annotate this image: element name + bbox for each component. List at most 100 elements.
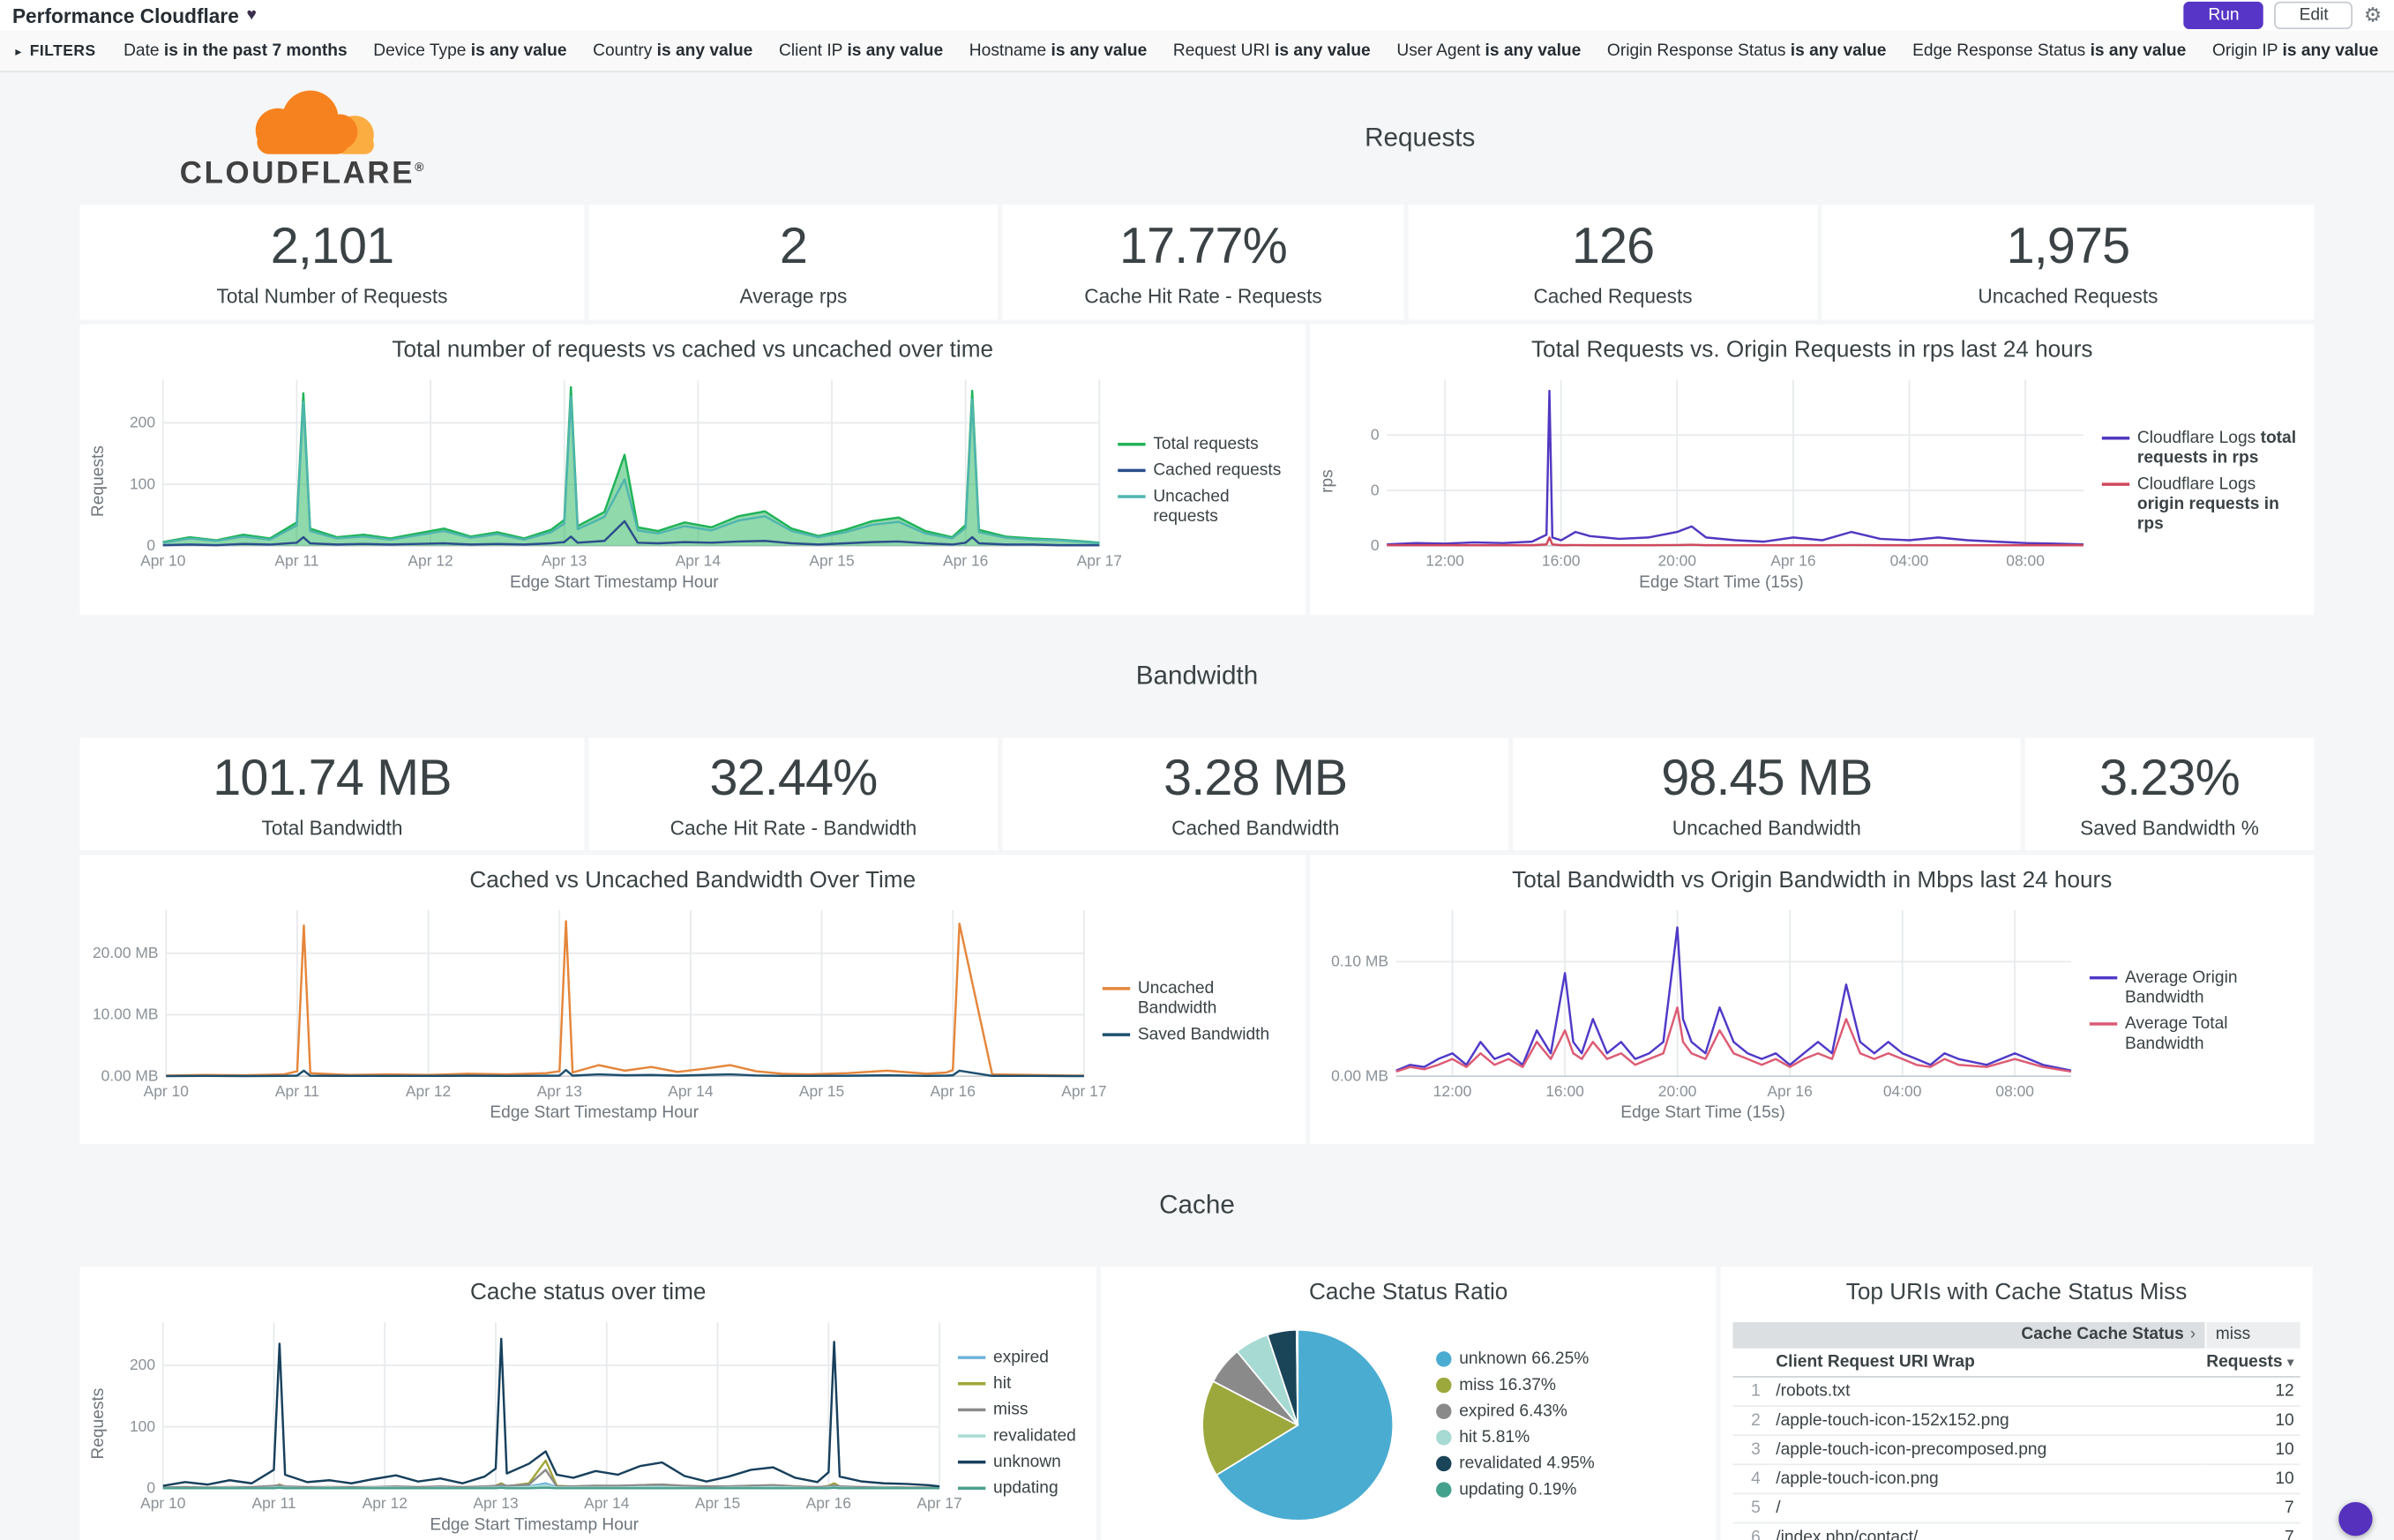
legend-label: hit [993,1374,1012,1394]
legend-item[interactable]: hit [957,1374,1084,1394]
cache-status-ratio-pie[interactable] [1200,1327,1396,1523]
legend-swatch [957,1460,986,1464]
table-row[interactable]: 2/apple-touch-icon-152x152.png 10 [1732,1406,2300,1437]
run-button[interactable]: Run [2183,1,2264,30]
kpi-value: 101.74 MB [213,748,452,806]
legend-item[interactable]: Average Origin Bandwidth [2089,968,2302,1008]
kpi-uncached-bandwidth[interactable]: 98.45 MB Uncached Bandwidth [1513,737,2021,850]
legend-item[interactable]: updating [957,1479,1084,1499]
legend-label: Uncached requests [1153,487,1230,527]
filters-label: FILTERS [29,41,96,60]
legend-item[interactable]: revalidated [957,1427,1084,1447]
kpi-value: 1,975 [2006,216,2130,274]
legend-item[interactable]: miss 16.37% [1436,1376,1612,1396]
kpi-total-bandwidth[interactable]: 101.74 MB Total Bandwidth [79,737,585,850]
kpi-total-requests[interactable]: 2,101 Total Number of Requests [79,204,585,320]
legend-item[interactable]: Saved Bandwidth [1102,1024,1293,1045]
uri-cell[interactable]: / [1769,1493,2201,1524]
svg-text:Apr 10: Apr 10 [140,1494,186,1512]
legend-swatch [1436,1351,1452,1367]
filter-item[interactable]: User Agent is any value [1396,41,1582,60]
requests-cell: 10 [2200,1406,2300,1437]
bandwidth-over-time-plot[interactable]: Apr 10 Apr 11 Apr 12 Apr 13 Apr 14 Apr 15 Apr … [86,898,1107,1104]
heart-icon: ♥ [246,5,257,25]
filter-item[interactable]: Hostname is any value [969,41,1148,60]
rps-24h-plot[interactable]: 12:00 16:00 20:00 Apr 16 04:00 08:00 0 0 0 [1341,368,2102,574]
filter-item[interactable]: Request URI is any value [1172,41,1371,60]
legend-item[interactable]: expired [957,1349,1084,1369]
filter-item[interactable]: Client IP is any value [778,41,944,60]
legend-item[interactable]: unknown 66.25% [1436,1349,1612,1370]
floating-action-button[interactable] [2338,1502,2373,1536]
filter-item[interactable]: Origin Response Status is any value [1606,41,1887,60]
table-row[interactable]: 1/robots.txt 12 [1732,1376,2300,1407]
kpi-value: 2,101 [270,216,394,274]
filter-item[interactable]: Edge Response Status is any value [1912,41,2187,60]
filter-item[interactable]: Country is any value [593,41,753,60]
edit-button[interactable]: Edit [2274,1,2353,30]
table-row[interactable]: 6/index.php/contact/7 [1732,1522,2300,1540]
legend-item[interactable]: Cloudflare Logs total requests in rps [2101,428,2302,467]
svg-text:Apr 16: Apr 16 [1770,551,1815,569]
cache-status-plot[interactable]: Apr 10 Apr 11 Apr 12 Apr 13 Apr 14 Apr 15 Apr … [111,1310,962,1516]
kpi-cache-hit-rate-requests[interactable]: 17.77% Cache Hit Rate - Requests [1002,204,1404,320]
legend-label: Cached requests [1153,460,1282,480]
section-title-cache: Cache [1159,1190,1235,1220]
kpi-saved-bandwidth-pct[interactable]: 3.23% Saved Bandwidth % [2024,737,2315,850]
uri-cell[interactable]: /apple-touch-icon-precomposed.png [1769,1435,2201,1466]
table-row[interactable]: 3/apple-touch-icon-precomposed.png 10 [1732,1435,2300,1466]
legend-item[interactable]: Total requests [1118,435,1293,455]
cache-status-ratio-tile: Cache Status Ratio unknown 66.25% miss 16… [1101,1267,1717,1540]
uri-cell[interactable]: /apple-touch-icon-152x152.png [1769,1406,2201,1437]
legend-item[interactable]: Cached requests [1118,461,1293,482]
kpi-average-rps[interactable]: 2 Average rps [588,204,999,320]
chart-legend: Uncached Bandwidth Saved Bandwidth [1102,898,1299,1125]
svg-text:Apr 16: Apr 16 [1767,1082,1812,1100]
legend-item[interactable]: Average Total Bandwidth [2089,1014,2302,1054]
legend-item[interactable]: expired 6.43% [1436,1402,1612,1423]
legend-item[interactable]: Uncached requests [1118,488,1293,527]
column-header-uri[interactable]: Client Request URI Wrap [1769,1348,2201,1378]
legend-label: hit 5.81% [1459,1428,1530,1447]
kpi-cache-hit-rate-bandwidth[interactable]: 32.44% Cache Hit Rate - Bandwidth [588,737,999,850]
legend-item[interactable]: Uncached Bandwidth [1102,978,1293,1018]
filter-item[interactable]: Origin IP is any value [2211,41,2379,60]
chart-title: Total number of requests vs cached vs un… [392,336,994,363]
legend-swatch [1118,468,1146,473]
svg-text:Apr 14: Apr 14 [584,1494,630,1512]
filter-item[interactable]: Device Type is any value [373,41,567,60]
pivot-field-label[interactable]: Cache Cache Status › [1732,1322,2205,1349]
kpi-cached-requests[interactable]: 126 Cached Requests [1408,204,1818,320]
kpi-uncached-requests[interactable]: 1,975 Uncached Requests [1822,204,2315,320]
legend-item[interactable]: miss [957,1401,1084,1421]
filters-toggle[interactable]: ▸ FILTERS [15,42,95,59]
uri-cell[interactable]: /index.php/contact/ [1769,1522,2201,1540]
svg-text:12:00: 12:00 [1433,1082,1472,1100]
uri-cell[interactable]: /apple-touch-icon.png [1769,1464,2201,1495]
legend-label: Saved Bandwidth [1137,1024,1270,1043]
svg-text:20:00: 20:00 [1657,551,1696,569]
legend-item[interactable]: updating 0.19% [1436,1481,1612,1501]
gear-icon[interactable]: ⚙ [2363,3,2383,26]
uri-cell[interactable]: /robots.txt [1769,1376,2201,1407]
legend-item[interactable]: hit 5.81% [1436,1428,1612,1448]
requests-kpi-row: 2,101 Total Number of Requests 2 Average… [79,204,2315,320]
bandwidth-over-time-tile: Cached vs Uncached Bandwidth Over Time A… [79,855,1305,1144]
cloudflare-cloud-icon [255,89,374,153]
svg-text:20.00 MB: 20.00 MB [93,944,159,961]
legend-item[interactable]: revalidated 4.95% [1436,1454,1612,1475]
table-row[interactable]: 5/7 [1732,1493,2300,1524]
requests-over-time-plot[interactable]: Apr 10 Apr 11 Apr 12 Apr 13 Apr 14 Apr 15 Apr … [111,368,1122,574]
legend-item[interactable]: Cloudflare Logs origin requests in rps [2101,475,2302,535]
kpi-label: Cache Hit Rate - Bandwidth [670,816,917,840]
bandwidth-24h-plot[interactable]: 12:00 16:00 20:00 Apr 16 04:00 08:00 0.00 MB 0.… [1316,898,2090,1104]
table-row[interactable]: 4/apple-touch-icon.png 10 [1732,1464,2300,1495]
kpi-cached-bandwidth[interactable]: 3.28 MB Cached Bandwidth [1002,737,1508,850]
chevron-right-icon: › [2189,1325,2196,1344]
chart-title: Total Bandwidth vs Origin Bandwidth in M… [1512,867,2113,893]
column-header-requests[interactable]: Requests ▾ [2200,1348,2300,1378]
dashboard-body: CLOUDFLARE® Requests 2,101 Total Number … [0,71,2394,1540]
legend-label: unknown [993,1453,1061,1472]
filter-item[interactable]: Date is in the past 7 months [123,41,348,60]
legend-item[interactable]: unknown [957,1453,1084,1473]
